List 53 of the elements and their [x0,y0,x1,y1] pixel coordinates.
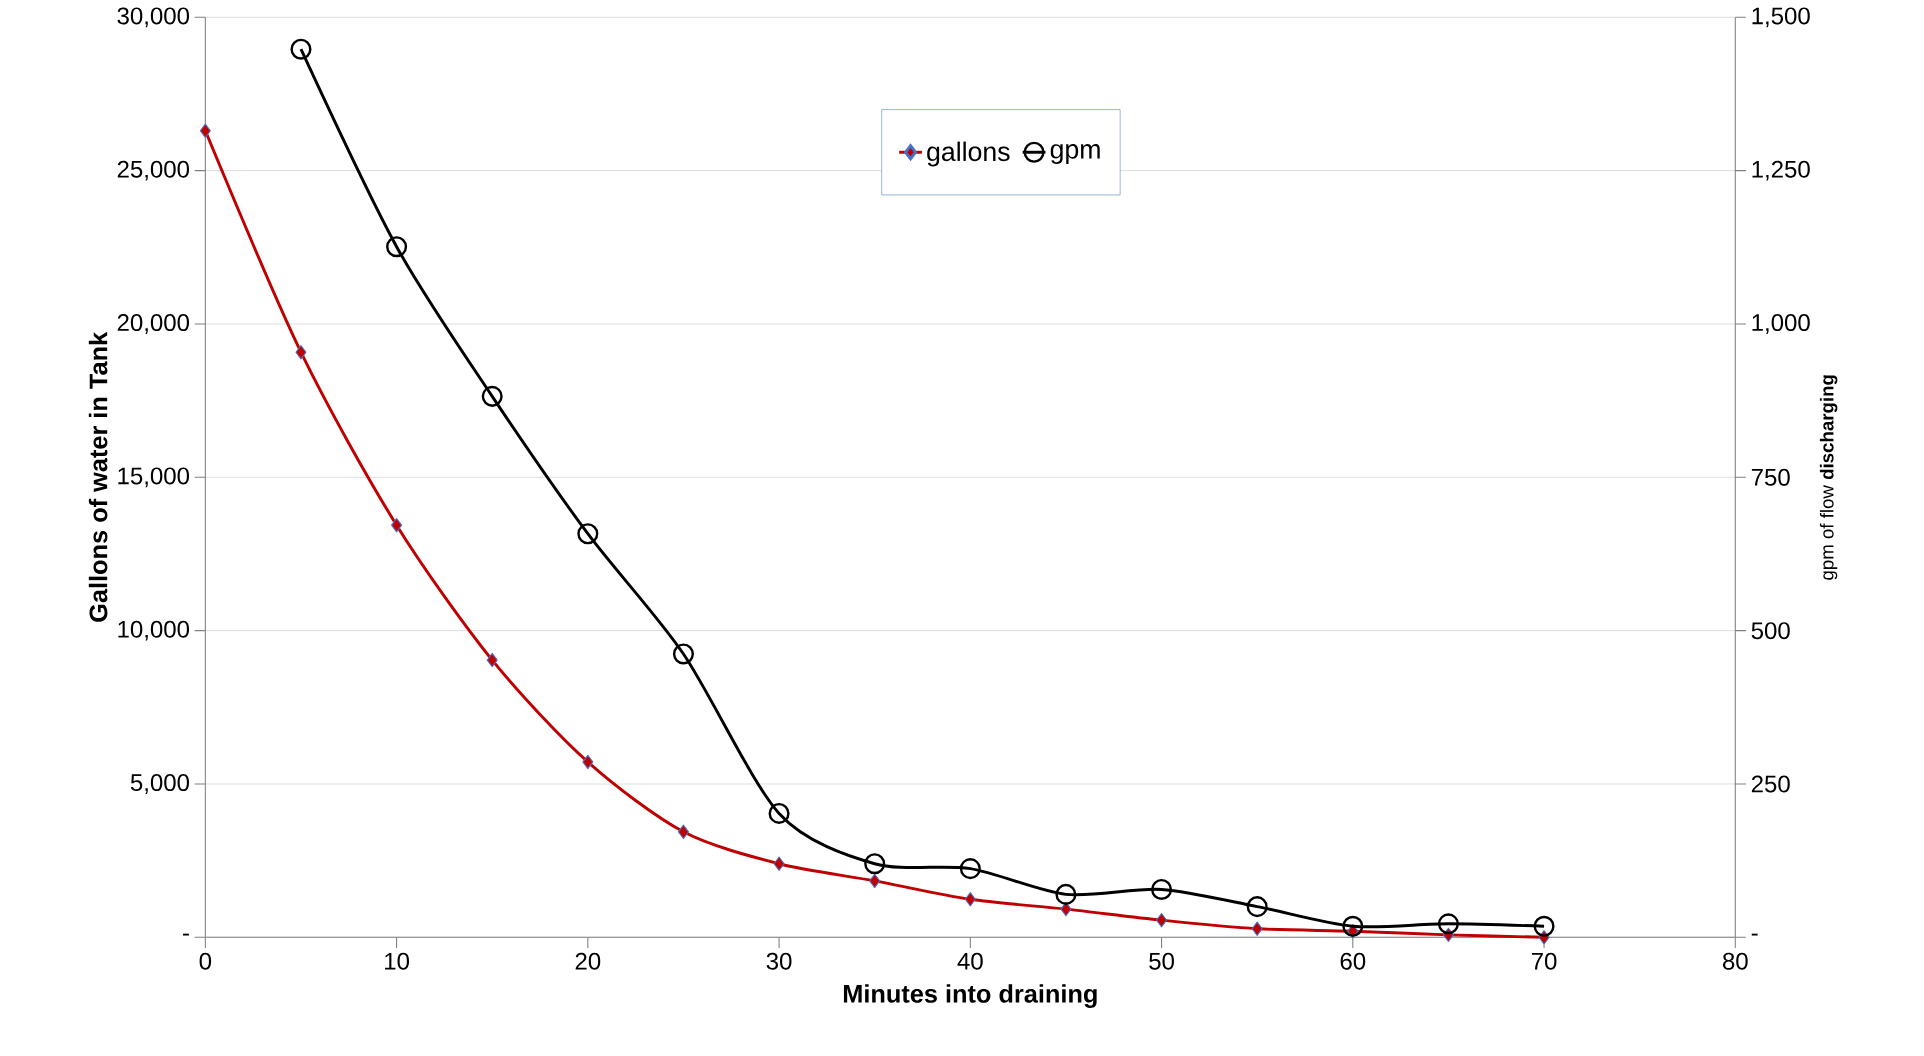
legend-label: gallons [927,141,1010,167]
x-axis-title: Minutes into draining [843,984,1097,1008]
y-tick-label: 15,000 [118,467,190,488]
y-tick-label: 20,000 [117,314,190,334]
y-tick-label: - [183,933,189,936]
y2-tick-label: - [1751,933,1758,936]
y2-tick-label: 250 [1751,775,1790,793]
point [199,123,211,138]
point [1533,915,1555,937]
x-tick-label: 70 [1531,952,1557,970]
x-tick-label: 80 [1722,952,1748,970]
y-tick-label: 10,000 [118,620,190,641]
point [864,853,886,875]
point [1251,921,1263,936]
y2-tick-label: 750 [1751,468,1790,486]
y-tick-label: 25,000 [117,160,190,181]
x-tick-label: 10 [385,952,410,970]
point [1055,883,1077,905]
x-tick-label: 60 [1340,952,1366,970]
point [481,385,503,407]
point [773,856,785,871]
point [1342,915,1364,937]
point [391,517,403,533]
point [295,345,307,360]
point [869,873,881,889]
x-tick-label: 30 [766,952,792,970]
point [959,858,981,880]
x-tick-label: 20 [575,952,601,970]
point [768,802,790,824]
y-axis-title: Gallons of water in Tank [88,331,108,622]
x-tick-label: 50 [1149,952,1174,970]
point [290,38,312,60]
point [582,754,594,770]
point [386,236,408,258]
point [1437,913,1459,935]
y2-tick-label: 500 [1751,622,1790,640]
point [677,824,689,840]
x-tick-label: 0 [199,952,212,970]
y-tick-label: 5,000 [130,774,190,794]
x-tick-label: 40 [957,952,983,970]
point [577,523,599,545]
y2-tick-label: 1,250 [1752,160,1810,181]
y2-tick-label: 1,500 [1752,7,1810,28]
point [1246,896,1268,918]
point [1151,878,1173,901]
point [1156,912,1168,928]
point [486,652,498,668]
point [672,643,694,665]
point [964,892,976,907]
legend-label: gpm [1050,144,1100,164]
y2-axis-title: gpm of flow discharging [1819,375,1838,580]
y2-tick-label: 1,000 [1752,314,1810,334]
y-tick-label: 30,000 [117,7,190,28]
